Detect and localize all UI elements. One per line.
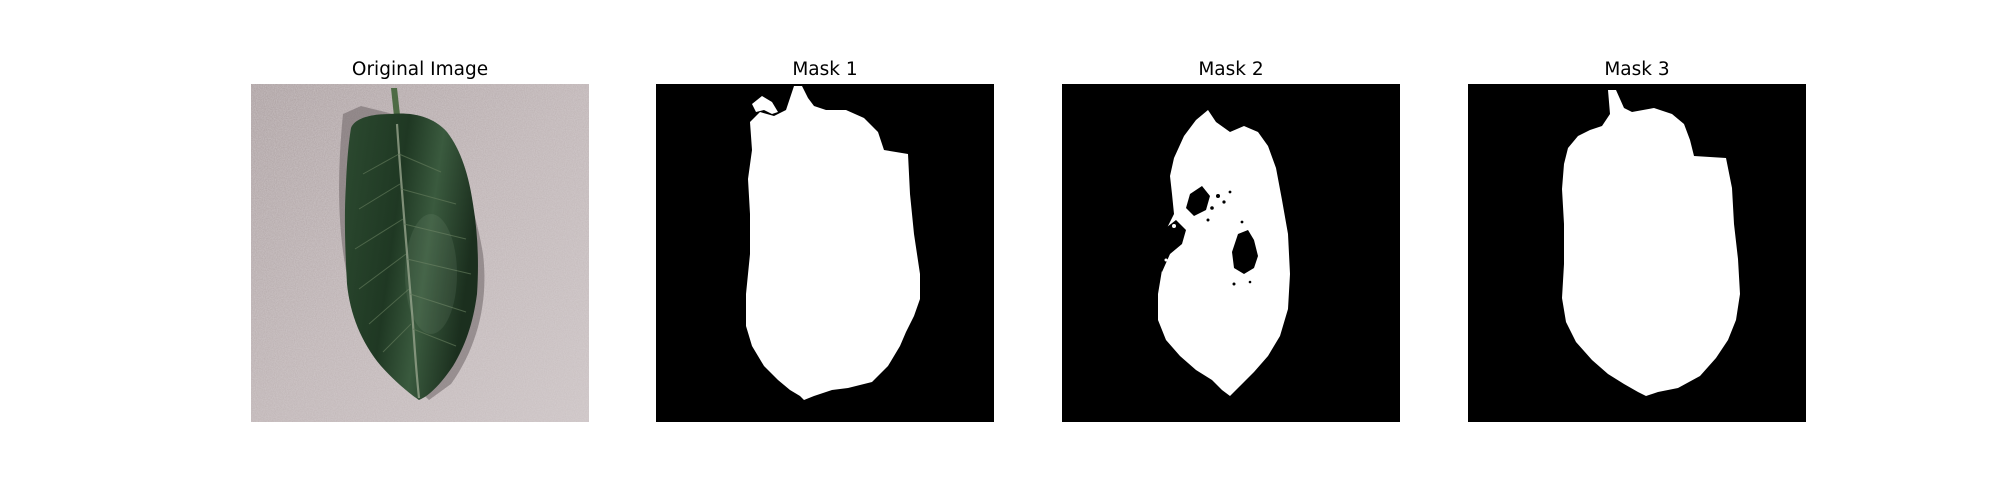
panel-title-mask-3: Mask 3	[1604, 59, 1670, 80]
mask-2-image	[1062, 84, 1400, 422]
mask-3-panel	[1468, 84, 1806, 422]
mask-2-hole	[1232, 230, 1258, 274]
mask-2-panel	[1062, 84, 1400, 422]
leaf-photo	[251, 84, 589, 422]
panel-title-mask-2: Mask 2	[1198, 59, 1264, 80]
panel-title-mask-1: Mask 1	[792, 59, 858, 80]
mask-1-image	[656, 84, 994, 422]
mask-2-leaf-region	[1158, 110, 1290, 396]
leaf-vein	[395, 123, 421, 399]
original-image-panel	[251, 84, 589, 422]
mask-3-leaf-region	[1562, 90, 1740, 396]
mask-3-image	[1468, 84, 1806, 422]
panel-title-original: Original Image	[351, 59, 489, 80]
leaf-blade	[344, 113, 478, 401]
mask-1-leaf-region	[746, 86, 920, 400]
mask-1-panel	[656, 84, 994, 422]
